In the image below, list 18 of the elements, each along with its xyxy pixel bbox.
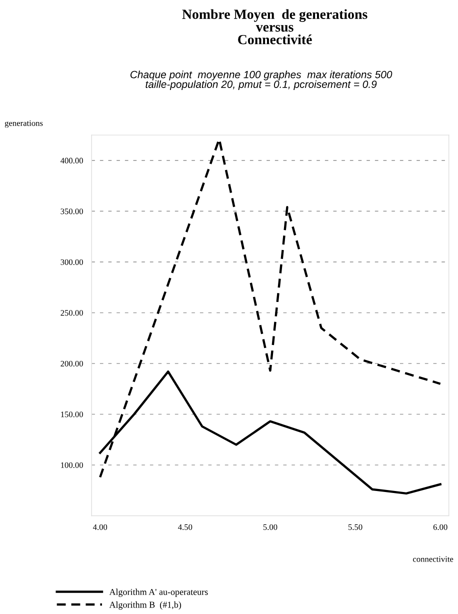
y-tick-label: 100.00 — [61, 462, 83, 468]
chart-title: Nombre Moyen de generations versus Connectivité — [182, 9, 368, 44]
chart-subtitle: Chaque point moyenne 100 graphes max iterations 500 taille-population 20, pmut = 0.1, pcroisement = 0.9 — [130, 70, 392, 90]
x-tick-label: 4.00 — [92, 524, 108, 530]
x-axis-title: connectivite — [413, 556, 454, 562]
y-tick-label: 200.00 — [60, 360, 83, 366]
x-tick-label: 5.50 — [348, 524, 362, 530]
y-tick-label: 300.00 — [60, 259, 83, 265]
y-tick-label: 400.00 — [60, 158, 83, 164]
y-tick-label: 150.00 — [61, 412, 83, 418]
x-tick-label: 5.00 — [263, 524, 278, 530]
y-axis-title: generations — [4, 120, 43, 128]
y-tick-label: 250.00 — [60, 310, 83, 316]
x-tick-label: 4.50 — [178, 524, 192, 530]
legend-label: Algorithm B (#1,b) — [109, 601, 182, 610]
y-tick-label: 350.00 — [60, 208, 83, 214]
legend-label: Algorithm A' au-operateurs — [109, 588, 208, 597]
x-tick-label: 6.00 — [433, 524, 448, 530]
